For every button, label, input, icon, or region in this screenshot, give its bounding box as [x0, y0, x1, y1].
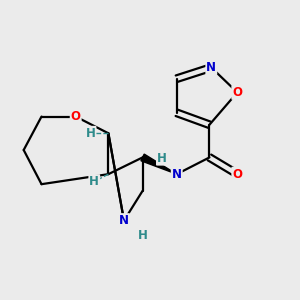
Text: N: N [206, 61, 216, 74]
Text: O: O [232, 86, 242, 99]
Polygon shape [141, 154, 177, 174]
Text: H: H [157, 152, 167, 165]
Text: O: O [71, 110, 81, 123]
Text: N: N [119, 214, 129, 227]
Text: H: H [89, 175, 99, 188]
Text: H: H [138, 229, 148, 242]
Text: N: N [172, 168, 182, 181]
Text: O: O [232, 168, 242, 181]
Text: H: H [85, 127, 95, 140]
